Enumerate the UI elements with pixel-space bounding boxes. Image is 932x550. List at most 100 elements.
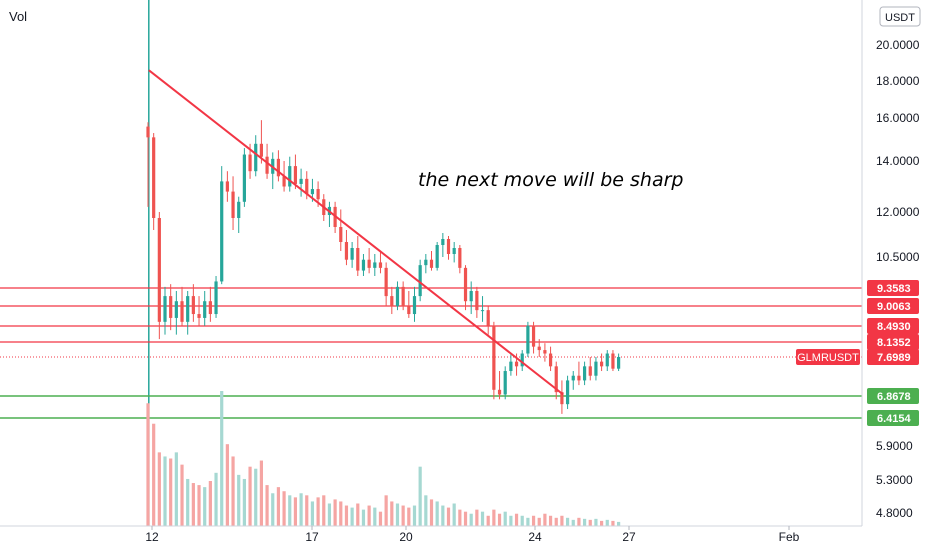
candles <box>146 120 621 414</box>
resistance-tag-1 <box>867 280 919 296</box>
candle-body <box>452 248 456 254</box>
candle-body <box>435 245 439 268</box>
candle-body <box>316 189 320 200</box>
candle-body <box>503 371 507 395</box>
volume-bar <box>531 515 536 526</box>
volume-bar <box>186 478 190 526</box>
time-tick-label: 20 <box>399 530 413 544</box>
candle-body <box>594 361 598 376</box>
volume-bar <box>543 513 547 526</box>
volume-bar <box>503 511 507 526</box>
volume-bar <box>242 478 246 526</box>
candle-body <box>265 156 269 174</box>
price-tick-label: 18.0000 <box>876 74 920 88</box>
volume-bar <box>293 497 298 526</box>
candle-body <box>180 301 184 322</box>
candle-body <box>554 366 558 393</box>
descending-trendline[interactable] <box>148 69 564 396</box>
volume-bar <box>412 505 417 526</box>
volume-bar <box>594 518 598 526</box>
time-tick-label: 12 <box>145 530 159 544</box>
candle-body <box>254 143 258 172</box>
volume-bar <box>390 501 394 526</box>
currency-selector[interactable]: USDT <box>879 6 921 27</box>
annotation-text[interactable]: the next move will be sharp <box>418 169 683 191</box>
volume-bar <box>514 513 519 526</box>
candle-body <box>367 259 371 268</box>
candle-body <box>577 375 581 381</box>
candle-body <box>446 239 451 254</box>
volume-bar <box>327 503 332 526</box>
volume-bar <box>509 515 513 526</box>
support-tag-1 <box>867 388 919 404</box>
volume-bar <box>429 499 434 526</box>
price-axis[interactable]: 20.0000 18.0000 16.0000 14.0000 12.0000 10.50… <box>861 0 920 526</box>
symbol-label: GLMRUSDT <box>797 352 859 364</box>
candle-body <box>305 178 309 195</box>
candle-body <box>565 380 570 405</box>
price-tags: 9.3583 9.0063 8.4930 8.1352 6.8678 6.4154 7.69… <box>796 280 919 426</box>
support-tag-1-label: 6.8678 <box>877 391 911 403</box>
candle-body <box>197 314 201 318</box>
candle-body <box>458 248 462 268</box>
candle-body <box>356 248 360 271</box>
volume-bar <box>203 487 207 526</box>
currency-button[interactable] <box>879 6 921 27</box>
candle-body <box>384 267 388 297</box>
resistance-tag-4 <box>867 334 919 350</box>
candle-body <box>401 286 405 307</box>
candle-body <box>169 296 173 318</box>
price-tick-label: 5.9000 <box>876 439 913 453</box>
candle-body <box>514 361 519 367</box>
price-tick-label: 14.0000 <box>876 154 920 168</box>
volume-bar <box>605 519 609 526</box>
price-tick-label: 12.0000 <box>876 205 920 219</box>
candle-body <box>475 290 479 311</box>
resistance-tag-4-label: 8.1352 <box>877 337 911 349</box>
volume-label: Vol <box>9 9 27 24</box>
volume-bar <box>146 403 150 526</box>
candle-body <box>373 262 377 268</box>
volume-bar <box>310 501 315 526</box>
candle-body <box>242 154 246 202</box>
volume-bar <box>435 501 439 526</box>
resistance-tag-3-label: 8.4930 <box>877 321 911 333</box>
price-tick-label: 5.3000 <box>876 473 913 487</box>
candle-body <box>560 392 564 405</box>
volume-bar <box>299 493 303 526</box>
trendline-group[interactable] <box>148 69 564 396</box>
volume-bar <box>492 509 496 526</box>
time-tick-label: 17 <box>305 530 319 544</box>
volume-bar <box>225 444 229 526</box>
volume-bar <box>418 466 422 526</box>
candle-body <box>526 325 530 354</box>
candle-body <box>208 301 212 315</box>
time-axis[interactable]: 12 17 20 24 27 Feb <box>0 525 862 544</box>
candle-body <box>418 265 422 297</box>
candle-body <box>611 353 615 369</box>
candle-body <box>174 301 178 318</box>
candle-body <box>282 176 286 187</box>
volume-bars <box>146 391 621 526</box>
symbol-tag <box>796 349 860 365</box>
volume-bar <box>220 391 224 526</box>
candle-body <box>407 306 411 315</box>
candle-body <box>248 154 252 172</box>
candle-body <box>497 389 502 395</box>
candle-body <box>288 166 292 187</box>
volume-bar <box>458 509 462 526</box>
candle-body <box>220 181 224 282</box>
candle-body <box>412 296 417 315</box>
candle-body <box>605 353 609 367</box>
candle-body <box>231 191 235 218</box>
time-tick-label: 27 <box>622 530 636 544</box>
volume-bar <box>214 472 218 526</box>
volume-bar <box>361 509 366 526</box>
volume-bar <box>373 507 377 526</box>
resistance-tag-3 <box>867 318 919 334</box>
candle-body <box>548 353 553 367</box>
volume-bar <box>407 507 411 526</box>
candle-body <box>157 218 161 322</box>
